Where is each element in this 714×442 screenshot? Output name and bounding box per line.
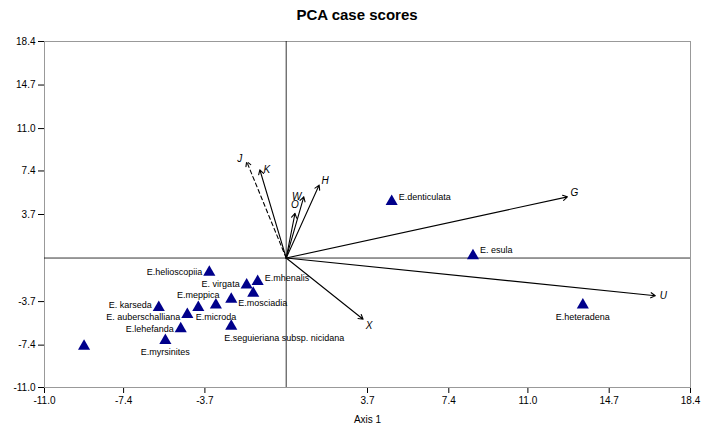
svg-text:E. esula: E. esula (480, 245, 513, 255)
svg-text:H: H (322, 175, 330, 186)
svg-text:G: G (571, 187, 579, 198)
svg-text:-11.0: -11.0 (13, 382, 35, 393)
svg-text:E.meppica: E.meppica (177, 290, 220, 300)
html-text:PCA case scores: PCA case scores (296, 6, 418, 23)
svg-text:O: O (291, 199, 299, 210)
svg-text:E. karseda: E. karseda (109, 300, 152, 310)
svg-text:E.mhenalis: E.mhenalis (265, 273, 310, 283)
svg-text:X: X (365, 320, 373, 331)
svg-text:E.myrsinites: E.myrsinites (141, 347, 191, 357)
svg-text:J: J (236, 153, 243, 164)
svg-text:3.7: 3.7 (22, 209, 36, 220)
svg-text:14.7: 14.7 (16, 79, 36, 90)
svg-text:E.helioscopiia: E.helioscopiia (147, 267, 203, 277)
svg-text:-3.7: -3.7 (18, 296, 36, 307)
svg-text:E. auberschalliana: E. auberschalliana (106, 312, 180, 322)
svg-text:W: W (292, 191, 302, 202)
svg-text:E.heteradena: E.heteradena (556, 312, 610, 322)
svg-text:K: K (263, 164, 271, 175)
svg-text:E. virgata: E. virgata (202, 279, 240, 289)
svg-text:7.4: 7.4 (22, 165, 36, 176)
svg-text:7.4: 7.4 (442, 395, 456, 406)
svg-text:-7.4: -7.4 (18, 339, 36, 350)
svg-text:-11.0: -11.0 (33, 395, 55, 406)
svg-text:18.4: 18.4 (681, 395, 701, 406)
svg-text:11.0: 11.0 (17, 123, 36, 134)
svg-text:18.4: 18.4 (16, 36, 36, 47)
svg-text:E.mosciadia: E.mosciadia (238, 298, 287, 308)
svg-text:E.lehefanda: E.lehefanda (126, 324, 174, 334)
svg-text:E.seguieriana subsp. nicidana: E.seguieriana subsp. nicidana (224, 333, 344, 343)
svg-text:11.0: 11.0 (519, 395, 538, 406)
svg-text:3.7: 3.7 (361, 395, 375, 406)
svg-text:U: U (660, 290, 668, 301)
svg-text:E.microda: E.microda (196, 312, 237, 322)
svg-text:E.denticulata: E.denticulata (399, 192, 451, 202)
svg-text:Axis 1: Axis 1 (354, 414, 382, 425)
svg-text:-3.7: -3.7 (196, 395, 214, 406)
svg-text:-7.4: -7.4 (115, 395, 133, 406)
svg-text:14.7: 14.7 (599, 395, 619, 406)
